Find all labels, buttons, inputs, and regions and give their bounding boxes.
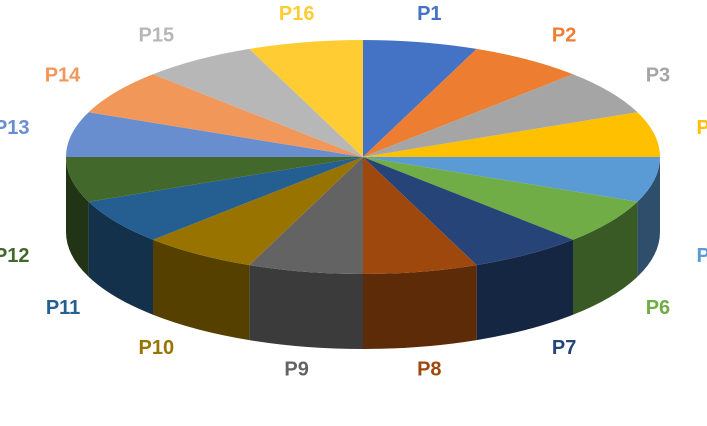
pie-slice-p4 <box>363 112 660 157</box>
pie-side-p6 <box>573 201 638 315</box>
pie-slice-p5 <box>363 157 660 202</box>
pie-label-p6: P6 <box>646 297 670 319</box>
pie-slice-p2 <box>363 48 574 157</box>
pie-label-p1: P1 <box>417 3 441 25</box>
pie-label-p8: P8 <box>417 359 441 381</box>
pie-label-p7: P7 <box>552 337 576 359</box>
pie-label-p11: P11 <box>46 297 80 319</box>
pie-labels: P1 P2 P3 P4 P5 P6 P7 P8 P9 P10 P11 P12 P13 P14 P15 P16 <box>0 3 707 381</box>
pie-slice-p11 <box>88 157 363 240</box>
pie-side-p10 <box>152 239 250 341</box>
pie-slice-p16 <box>249 40 363 157</box>
pie-sides <box>66 157 660 349</box>
pie-label-p12: P12 <box>0 245 30 267</box>
pie-label-p2: P2 <box>552 25 576 47</box>
pie-label-p16: P16 <box>279 3 315 25</box>
pie-slice-p13 <box>66 112 363 157</box>
pie-slice-p3 <box>363 74 638 157</box>
pie-side-p11 <box>88 201 153 315</box>
pie-label-p13: P13 <box>0 117 30 139</box>
pie-side-p8 <box>363 265 477 349</box>
pie-slice-p8 <box>363 157 477 274</box>
pie-slice-p7 <box>363 157 574 266</box>
pie-slice-p12 <box>66 157 363 202</box>
pie-slice-p9 <box>249 157 363 274</box>
pie-side-p9 <box>249 265 363 349</box>
pie-label-p14: P14 <box>45 65 81 87</box>
pie-label-p3: P3 <box>646 65 670 87</box>
pie-slice-p15 <box>152 48 363 157</box>
pie-slice-p1 <box>363 40 477 157</box>
pie-label-p10: P10 <box>139 337 175 359</box>
pie-side-p7 <box>476 239 574 341</box>
pie-label-p5: P5 <box>696 245 707 267</box>
pie-label-p9: P9 <box>284 359 308 381</box>
pie-slice-p6 <box>363 157 638 240</box>
pie-label-p15: P15 <box>139 25 175 47</box>
pie-slice-p14 <box>88 74 363 157</box>
pie-tops <box>66 40 660 274</box>
pie-side-p12 <box>66 157 89 277</box>
pie-side-p5 <box>637 157 660 277</box>
pie-label-p4: P4 <box>696 117 707 139</box>
pie-slice-p10 <box>152 157 363 266</box>
